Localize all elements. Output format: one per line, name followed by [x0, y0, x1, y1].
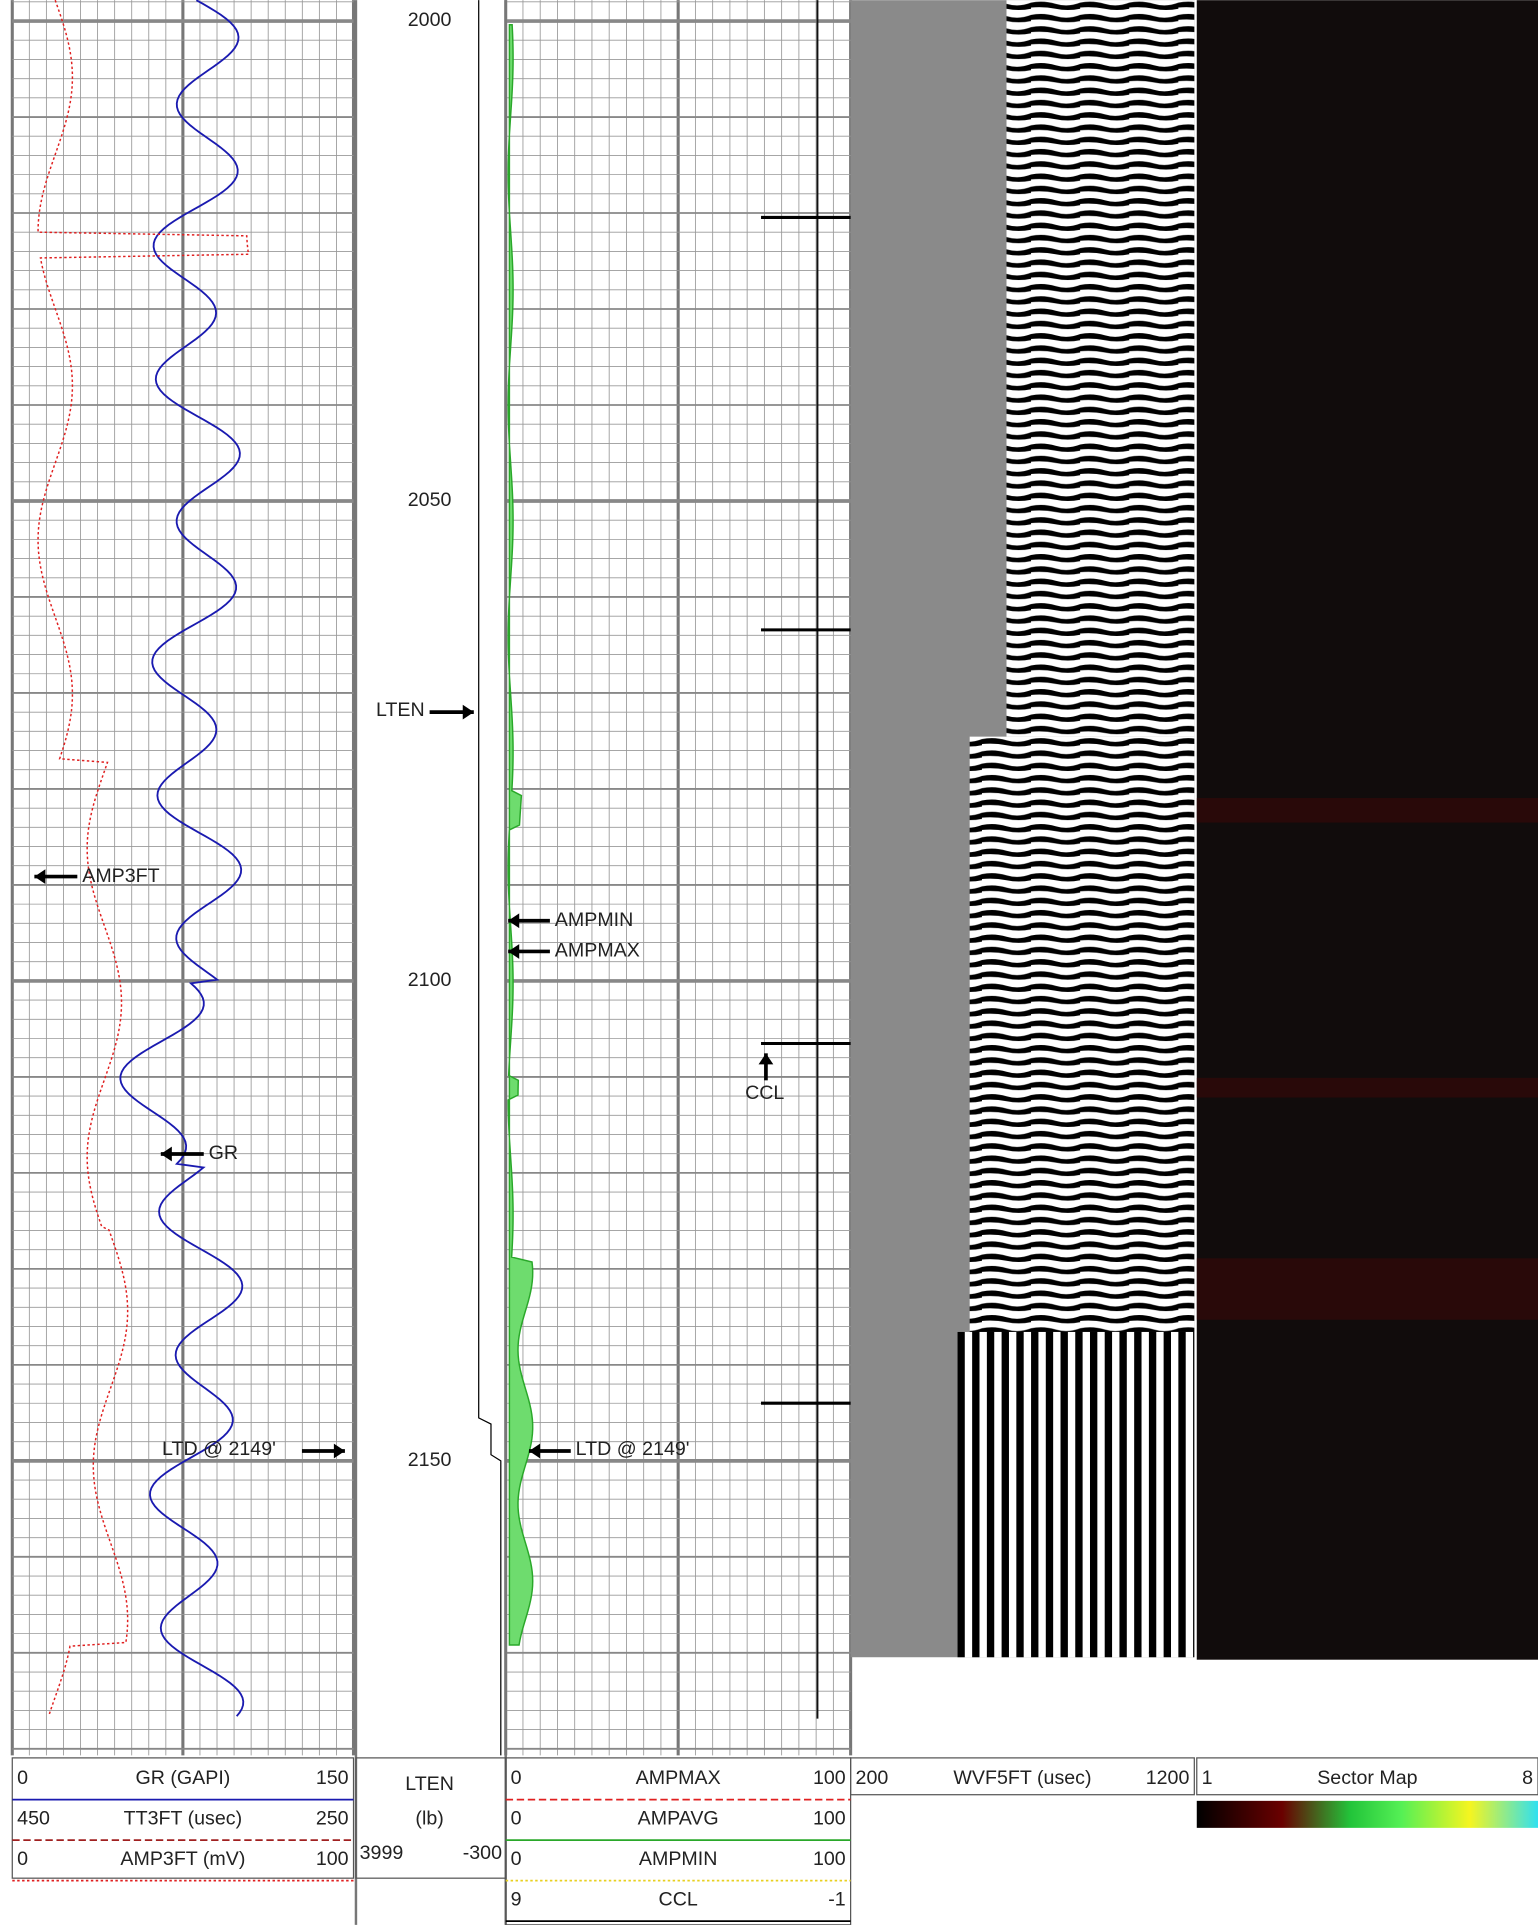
scale-right: -1 — [828, 1888, 845, 1910]
header-cell — [11, 1757, 355, 1879]
arrow-head — [333, 1443, 345, 1459]
arrow-head — [34, 869, 46, 884]
waveform-image — [969, 736, 1195, 1332]
sector-map — [1196, 0, 1538, 1660]
annotation: LTD @ 2149' — [162, 1438, 276, 1460]
annotation: GR — [209, 1142, 238, 1164]
scale-right: 150 — [316, 1767, 349, 1789]
scale-name: LTEN — [405, 1773, 454, 1795]
arrow-head — [160, 1146, 172, 1162]
curves: 2000 2050 2100 2150 LTEN AMP3FT AMPMIN AMPMAX CC… — [34, 0, 851, 1756]
scale-left: 0 — [511, 1807, 522, 1829]
sector-band — [1196, 798, 1538, 823]
scale-right: 100 — [813, 1767, 846, 1789]
amp-curve — [507, 23, 534, 1646]
depth-label: 2150 — [408, 1449, 452, 1471]
arrow-head — [758, 1053, 774, 1065]
depth-label: 2050 — [408, 489, 452, 511]
scale-left: 0 — [511, 1767, 522, 1789]
annotation: LTEN — [376, 699, 425, 721]
scale-unit: (lb) — [415, 1807, 443, 1829]
grid — [10, 0, 853, 1925]
amp3ft-curve — [37, 0, 250, 1717]
arrow-head — [508, 913, 520, 929]
depth-label: 2000 — [408, 9, 452, 31]
scale-right: 100 — [813, 1848, 846, 1870]
scale-left: 0 — [17, 1848, 28, 1870]
scale-left: 200 — [856, 1767, 889, 1789]
scale-name: AMPMIN — [639, 1848, 718, 1870]
scale-right: 1200 — [1146, 1767, 1190, 1789]
sector-band — [1196, 1077, 1538, 1098]
arrow-head — [462, 704, 474, 720]
scale-left: 1 — [1202, 1767, 1213, 1789]
annotation: LTD @ 2149' — [576, 1438, 690, 1460]
scale-name: CCL — [659, 1888, 698, 1910]
scale-left: 9 — [511, 1888, 522, 1910]
scale-right: -300 — [463, 1842, 502, 1864]
scale-name: AMP3FT (mV) — [120, 1848, 245, 1870]
scale-name: WVF5FT (usec) — [953, 1767, 1091, 1789]
scale-name: TT3FT (usec) — [124, 1807, 243, 1829]
scale-right: 250 — [316, 1807, 349, 1829]
waveform-image — [1006, 0, 1195, 737]
header-cell — [1196, 1757, 1538, 1796]
scale-name: GR (GAPI) — [135, 1767, 230, 1789]
color-bar — [1196, 1800, 1538, 1828]
header-cell — [850, 1757, 1195, 1796]
scale-right: 100 — [813, 1807, 846, 1829]
waveform-image — [957, 1331, 1195, 1658]
scale-left: 0 — [511, 1848, 522, 1870]
arrow-head — [508, 944, 520, 959]
annotation: CCL — [745, 1082, 784, 1104]
scale-left: 3999 — [360, 1842, 404, 1864]
annotation: AMPMAX — [555, 940, 640, 962]
scale-right: 8 — [1522, 1767, 1533, 1789]
annotation: AMP3FT — [82, 865, 159, 887]
scale-name: Sector Map — [1317, 1767, 1417, 1789]
arrow-head — [529, 1443, 541, 1459]
lten-curve — [478, 0, 502, 1756]
scale-name: AMPAVG — [638, 1807, 719, 1829]
annotation: AMPMIN — [555, 909, 634, 931]
scale-left: 450 — [17, 1807, 50, 1829]
gr-curve — [119, 0, 245, 1717]
depth-label: 2100 — [408, 969, 452, 991]
scale-left: 0 — [17, 1767, 28, 1789]
scale-right: 100 — [316, 1848, 349, 1870]
header: 0 GR (GAPI) 150 450 TT3FT (usec) 250 0 AMP3FT (… — [11, 1757, 1538, 1925]
scale-name: AMPMAX — [636, 1767, 721, 1789]
sector-band — [1196, 1258, 1538, 1320]
